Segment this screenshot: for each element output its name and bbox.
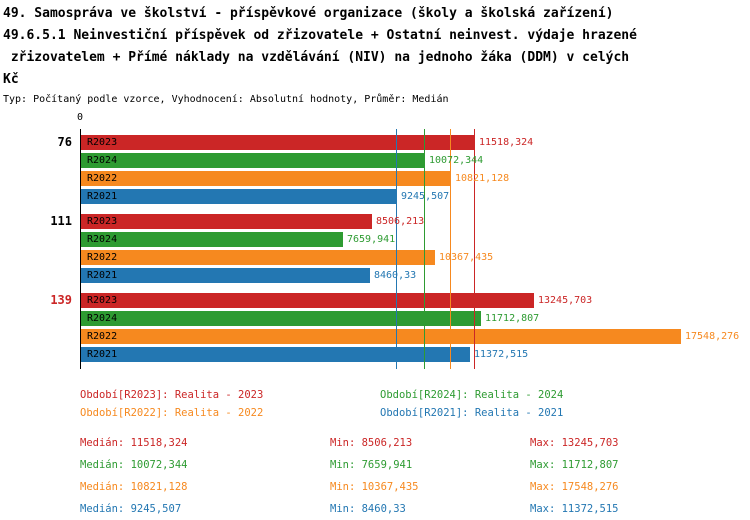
stat-min-R2023: Min: 8506,213 — [330, 437, 413, 449]
stat-max-R2024: Max: 11712,807 — [530, 459, 619, 471]
axis-origin-label: 0 — [77, 112, 84, 123]
bar-period-label: R2023 — [87, 295, 118, 306]
legend-item-R2024: Období[R2024]: Realita - 2024 — [380, 389, 564, 401]
stat-max-R2021: Max: 11372,515 — [530, 503, 619, 515]
bar-R2022: R2022 — [81, 250, 435, 265]
bar-value-label: 17548,276 — [685, 331, 740, 342]
group-label: 76 — [57, 135, 72, 149]
group-label: 111 — [50, 214, 72, 228]
bar-value-label: 9245,507 — [401, 191, 450, 202]
stat-min-R2022: Min: 10367,435 — [330, 481, 419, 493]
bar-period-label: R2024 — [87, 234, 118, 245]
chart-title-line-1: 49. Samospráva ve školství - příspěvkové… — [3, 6, 614, 21]
bar-period-label: R2022 — [87, 252, 118, 263]
bar-period-label: R2021 — [87, 349, 118, 360]
bar-value-label: 7659,941 — [347, 234, 396, 245]
bar-R2023: R2023 — [81, 214, 372, 229]
stat-median-R2024: Medián: 10072,344 — [80, 459, 188, 471]
chart-title-line-2: 49.6.5.1 Neinvestiční příspěvek od zřizo… — [3, 28, 637, 43]
bar-R2023: R2023 — [81, 135, 475, 150]
stat-median-R2023: Medián: 11518,324 — [80, 437, 188, 449]
stat-median-R2021: Medián: 9245,507 — [80, 503, 182, 515]
chart-title-line-4: Kč — [3, 72, 19, 87]
bar-value-label: 11372,515 — [474, 349, 529, 360]
bar-value-label: 11518,324 — [479, 137, 534, 148]
median-line-R2024 — [424, 129, 425, 369]
bar-period-label: R2024 — [87, 155, 118, 166]
bar-R2021: R2021 — [81, 189, 397, 204]
bar-period-label: R2023 — [87, 216, 118, 227]
bar-R2024: R2024 — [81, 153, 425, 168]
bar-value-label: 11712,807 — [485, 313, 540, 324]
bar-period-label: R2021 — [87, 191, 118, 202]
bar-period-label: R2022 — [87, 173, 118, 184]
median-line-R2022 — [450, 129, 451, 369]
bar-period-label: R2022 — [87, 331, 118, 342]
stat-median-R2022: Medián: 10821,128 — [80, 481, 188, 493]
chart-subtitle: Typ: Počítaný podle vzorce, Vyhodnocení:… — [3, 94, 449, 105]
median-line-R2021 — [396, 129, 397, 369]
chart-stats: Medián: 11518,324 Min: 8506,213 Max: 13245… — [80, 432, 750, 520]
bar-R2021: R2021 — [81, 347, 470, 362]
bar-R2024: R2024 — [81, 311, 481, 326]
stat-max-R2023: Max: 13245,703 — [530, 437, 619, 449]
legend-item-R2023: Období[R2023]: Realita - 2023 — [80, 389, 264, 401]
bar-R2022: R2022 — [81, 171, 451, 186]
bar-value-label: 13245,703 — [538, 295, 593, 306]
bar-value-label: 10367,435 — [439, 252, 494, 263]
bar-period-label: R2024 — [87, 313, 118, 324]
bar-R2021: R2021 — [81, 268, 370, 283]
bar-R2023: R2023 — [81, 293, 534, 308]
bar-period-label: R2021 — [87, 270, 118, 281]
bar-value-label: 10072,344 — [429, 155, 484, 166]
bar-period-label: R2023 — [87, 137, 118, 148]
group-label: 139 — [50, 293, 72, 307]
bar-R2022: R2022 — [81, 329, 681, 344]
bar-value-label: 8460,33 — [374, 270, 417, 281]
y-axis-line — [80, 129, 81, 369]
bar-value-label: 8506,213 — [376, 216, 425, 227]
chart-legend: Období[R2023]: Realita - 2023 Období[R202… — [80, 388, 680, 420]
chart-header: 49. Samospráva ve školství - příspěvkové… — [3, 3, 637, 105]
median-line-R2023 — [474, 129, 475, 369]
stat-min-R2021: Min: 8460,33 — [330, 503, 406, 515]
bar-R2024: R2024 — [81, 232, 343, 247]
bar-value-label: 10821,128 — [455, 173, 510, 184]
stat-max-R2022: Max: 17548,276 — [530, 481, 619, 493]
legend-item-R2021: Období[R2021]: Realita - 2021 — [380, 407, 564, 419]
chart-title-line-3: zřizovatelem + Přímé náklady na vzdělává… — [3, 50, 630, 65]
stat-min-R2024: Min: 7659,941 — [330, 459, 413, 471]
legend-item-R2022: Období[R2022]: Realita - 2022 — [80, 407, 264, 419]
